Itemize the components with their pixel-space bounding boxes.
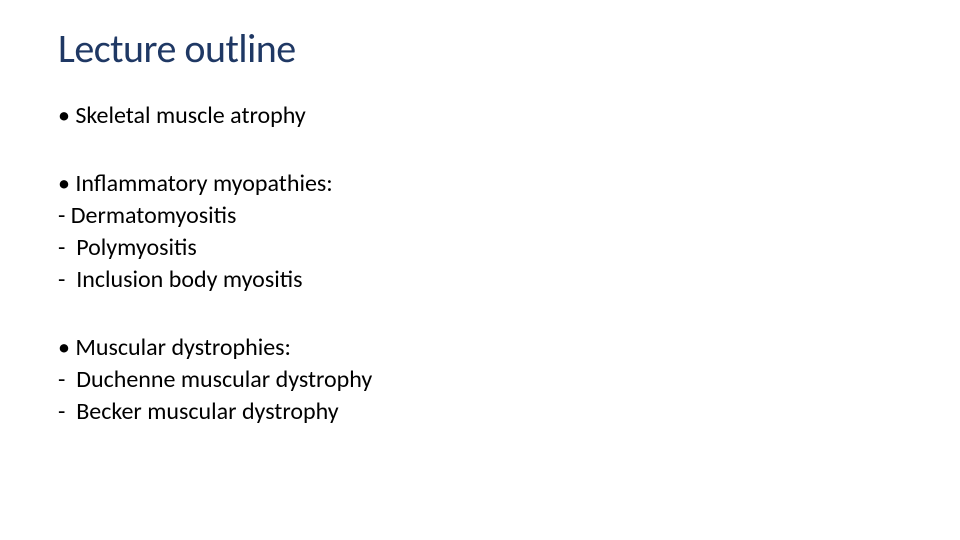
group-spacer [58, 133, 902, 169]
slide-body: • Skeletal muscle atrophy • Inflammatory … [58, 101, 902, 427]
dash-item: - Polymyositis [58, 233, 902, 263]
dash-item: - Duchenne muscular dystrophy [58, 365, 902, 395]
bullet-item: • Inflammatory myopathies: [58, 169, 902, 199]
slide-title: Lecture outline [58, 24, 902, 73]
group-spacer [58, 297, 902, 333]
dash-item: - Inclusion body myositis [58, 265, 902, 295]
slide: Lecture outline • Skeletal muscle atroph… [0, 0, 960, 540]
bullet-item: • Muscular dystrophies: [58, 333, 902, 363]
bullet-item: • Skeletal muscle atrophy [58, 101, 902, 131]
dash-item: - Dermatomyositis [58, 201, 902, 231]
dash-item: - Becker muscular dystrophy [58, 397, 902, 427]
